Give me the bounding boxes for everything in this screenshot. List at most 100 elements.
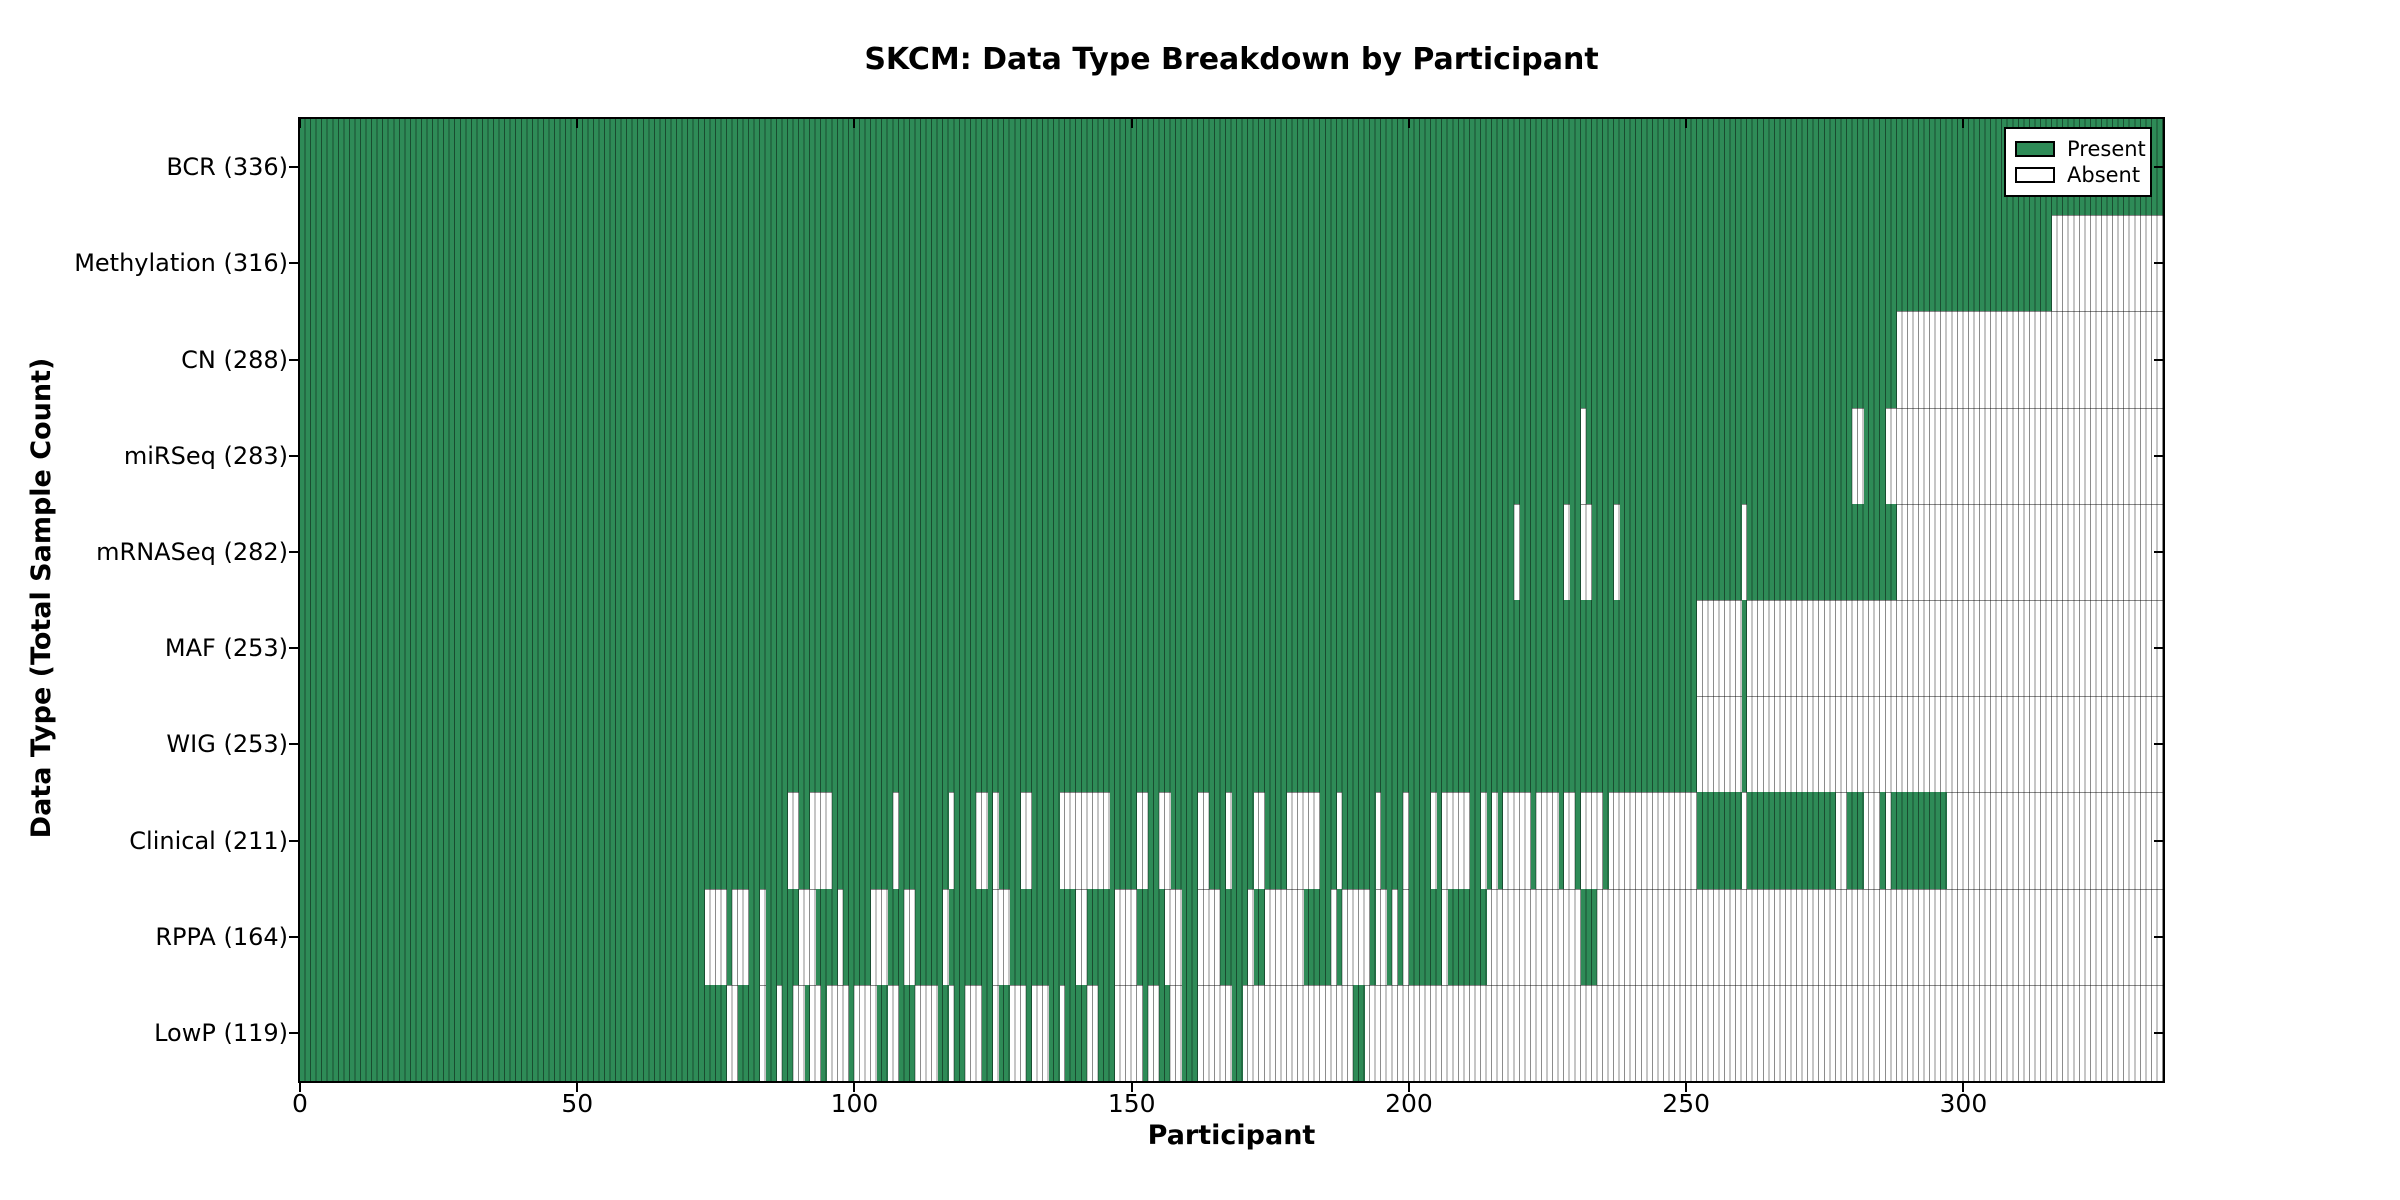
y-tick-right bbox=[2154, 262, 2163, 265]
present-run bbox=[738, 984, 761, 1081]
row-label-MAF: MAF (253) bbox=[164, 634, 288, 663]
present-run bbox=[300, 792, 788, 889]
present-run bbox=[832, 792, 894, 889]
present-run bbox=[1591, 503, 1615, 600]
row-band-WIG bbox=[300, 696, 2163, 793]
row-band-LowP bbox=[300, 984, 2163, 1081]
legend: Present Absent bbox=[2004, 127, 2152, 197]
y-tick-left bbox=[289, 550, 298, 553]
present-run bbox=[1159, 984, 1171, 1081]
x-tick-label: 150 bbox=[1107, 1089, 1156, 1118]
row-label-WIG: WIG (253) bbox=[166, 730, 288, 759]
present-run bbox=[1747, 503, 1897, 600]
present-run bbox=[1009, 888, 1077, 985]
y-tick-left bbox=[289, 935, 298, 938]
present-run bbox=[898, 984, 916, 1081]
present-run bbox=[1342, 792, 1376, 889]
present-run bbox=[1336, 888, 1343, 985]
present-run bbox=[1181, 984, 1199, 1081]
present-run bbox=[1619, 503, 1742, 600]
present-run bbox=[804, 984, 811, 1081]
x-tick-top bbox=[1685, 119, 1688, 128]
present-run bbox=[1231, 984, 1243, 1081]
row-band-Methylation bbox=[300, 215, 2163, 312]
present-run bbox=[1148, 792, 1160, 889]
x-tick-label: 0 bbox=[292, 1089, 308, 1118]
y-tick-left bbox=[289, 262, 298, 265]
present-run bbox=[1264, 792, 1287, 889]
x-tick-top bbox=[1407, 119, 1410, 128]
y-tick-left bbox=[289, 358, 298, 361]
row-label-Clinical: Clinical (211) bbox=[129, 826, 288, 855]
present-run bbox=[782, 984, 794, 1081]
row-label-Methylation: Methylation (316) bbox=[74, 249, 288, 278]
present-run bbox=[987, 792, 994, 889]
present-run bbox=[300, 119, 2163, 216]
row-label-CN: CN (288) bbox=[181, 345, 288, 374]
present-run bbox=[1048, 984, 1060, 1081]
x-tick-bottom bbox=[1130, 1083, 1133, 1092]
present-run bbox=[998, 984, 1010, 1081]
row-band-mRNASeq bbox=[300, 503, 2163, 600]
present-run bbox=[1530, 792, 1537, 889]
present-run bbox=[1231, 792, 1254, 889]
present-run bbox=[1846, 792, 1864, 889]
present-run bbox=[1602, 792, 1609, 889]
x-tick-bottom bbox=[1962, 1083, 1965, 1092]
present-run bbox=[1220, 888, 1249, 985]
present-run bbox=[1370, 888, 1376, 985]
x-tick-bottom bbox=[853, 1083, 856, 1092]
y-tick-right bbox=[2154, 839, 2163, 842]
y-tick-right bbox=[2154, 166, 2163, 169]
present-run bbox=[1497, 792, 1504, 889]
present-run bbox=[300, 503, 1515, 600]
present-run bbox=[898, 792, 949, 889]
row-label-RPPA: RPPA (164) bbox=[155, 922, 288, 951]
present-run bbox=[1170, 792, 1199, 889]
y-tick-right bbox=[2154, 1031, 2163, 1034]
present-run bbox=[1741, 600, 1748, 697]
present-run bbox=[1181, 888, 1199, 985]
present-run bbox=[848, 984, 855, 1081]
present-run bbox=[1569, 503, 1581, 600]
legend-item-absent: Absent bbox=[2015, 162, 2140, 188]
present-run bbox=[1575, 792, 1581, 889]
row-band-BCR bbox=[300, 119, 2163, 216]
y-tick-left bbox=[289, 166, 298, 169]
present-run bbox=[1253, 888, 1265, 985]
present-run bbox=[1558, 792, 1565, 889]
y-tick-left bbox=[289, 1031, 298, 1034]
legend-swatch-absent-icon bbox=[2015, 167, 2055, 183]
present-run bbox=[1891, 792, 1947, 889]
row-label-BCR: BCR (336) bbox=[166, 153, 288, 182]
legend-label-absent: Absent bbox=[2067, 163, 2141, 187]
present-run bbox=[1408, 792, 1432, 889]
y-tick-left bbox=[289, 743, 298, 746]
legend-item-present: Present bbox=[2015, 136, 2146, 162]
y-tick-right bbox=[2154, 647, 2163, 650]
x-axis-title: Participant bbox=[1147, 1120, 1316, 1151]
present-run bbox=[726, 888, 733, 985]
present-run bbox=[1098, 984, 1116, 1081]
present-run bbox=[1747, 792, 1836, 889]
present-run bbox=[1303, 888, 1332, 985]
row-band-MAF bbox=[300, 600, 2163, 697]
present-run bbox=[1320, 792, 1337, 889]
x-tick-bottom bbox=[299, 1083, 301, 1092]
present-run bbox=[1065, 984, 1088, 1081]
present-run bbox=[1397, 888, 1404, 985]
present-run bbox=[948, 888, 994, 985]
present-run bbox=[1381, 792, 1404, 889]
row-band-RPPA bbox=[300, 888, 2163, 985]
present-run bbox=[1447, 888, 1487, 985]
present-run bbox=[1741, 696, 1748, 793]
x-tick-top bbox=[576, 119, 579, 128]
y-tick-left bbox=[289, 839, 298, 842]
present-run bbox=[1436, 792, 1443, 889]
row-band-Clinical bbox=[300, 792, 2163, 889]
present-run bbox=[1408, 888, 1443, 985]
present-run bbox=[1697, 792, 1742, 889]
present-run bbox=[981, 984, 994, 1081]
x-tick-label: 100 bbox=[830, 1089, 879, 1118]
y-tick-right bbox=[2154, 550, 2163, 553]
